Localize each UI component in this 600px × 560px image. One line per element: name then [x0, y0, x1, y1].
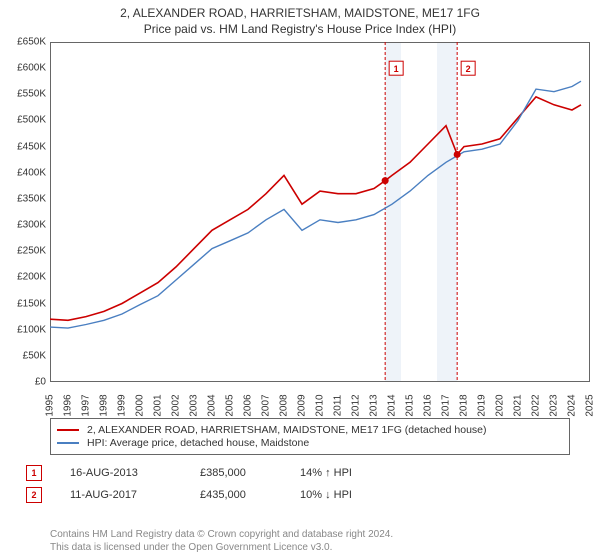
y-tick-label: £600K: [17, 63, 46, 74]
chart-titles: 2, ALEXANDER ROAD, HARRIETSHAM, MAIDSTON…: [0, 0, 600, 36]
x-tick-label: 2025: [585, 394, 596, 416]
legend: 2, ALEXANDER ROAD, HARRIETSHAM, MAIDSTON…: [50, 418, 570, 455]
x-tick-label: 2000: [135, 394, 146, 416]
y-tick-label: £300K: [17, 220, 46, 231]
y-tick-label: £650K: [17, 37, 46, 48]
x-tick-label: 2014: [387, 394, 398, 416]
x-tick-label: 2023: [549, 394, 560, 416]
x-tick-label: 2006: [243, 394, 254, 416]
y-tick-label: £0: [35, 377, 46, 388]
svg-text:2: 2: [466, 64, 471, 74]
event-price: £385,000: [200, 467, 300, 479]
y-tick-label: £100K: [17, 324, 46, 335]
svg-text:1: 1: [394, 64, 399, 74]
x-tick-label: 2012: [351, 394, 362, 416]
legend-item: HPI: Average price, detached house, Maid…: [57, 437, 563, 449]
event-date: 16-AUG-2013: [70, 467, 200, 479]
legend-label: 2, ALEXANDER ROAD, HARRIETSHAM, MAIDSTON…: [87, 424, 487, 436]
y-tick-label: £400K: [17, 167, 46, 178]
x-tick-label: 2016: [423, 394, 434, 416]
x-tick-label: 1996: [63, 394, 74, 416]
legend-swatch: [57, 442, 79, 444]
legend-label: HPI: Average price, detached house, Maid…: [87, 437, 309, 449]
y-tick-label: £150K: [17, 298, 46, 309]
x-tick-label: 2004: [207, 394, 218, 416]
x-tick-label: 2009: [297, 394, 308, 416]
x-tick-label: 2005: [225, 394, 236, 416]
x-tick-label: 2002: [171, 394, 182, 416]
plot-area: 12 £0£50K£100K£150K£200K£250K£300K£350K£…: [50, 42, 590, 382]
x-tick-label: 2017: [441, 394, 452, 416]
x-tick-label: 2024: [567, 394, 578, 416]
x-tick-label: 2010: [315, 394, 326, 416]
x-tick-label: 2008: [279, 394, 290, 416]
y-tick-label: £350K: [17, 193, 46, 204]
events-table: 1 16-AUG-2013 £385,000 14% ↑ HPI 2 11-AU…: [26, 460, 420, 508]
legend-swatch: [57, 429, 79, 431]
x-tick-label: 2020: [495, 394, 506, 416]
event-price: £435,000: [200, 489, 300, 501]
x-tick-label: 2018: [459, 394, 470, 416]
x-tick-label: 2003: [189, 394, 200, 416]
x-tick-label: 1998: [99, 394, 110, 416]
chart-title-line2: Price paid vs. HM Land Registry's House …: [0, 22, 600, 36]
x-tick-label: 2019: [477, 394, 488, 416]
chart-container: 2, ALEXANDER ROAD, HARRIETSHAM, MAIDSTON…: [0, 0, 600, 560]
x-tick-label: 2013: [369, 394, 380, 416]
x-tick-label: 2001: [153, 394, 164, 416]
x-tick-label: 2007: [261, 394, 272, 416]
footer-line1: Contains HM Land Registry data © Crown c…: [50, 529, 393, 542]
x-tick-label: 1999: [117, 394, 128, 416]
x-tick-label: 2015: [405, 394, 416, 416]
event-row: 2 11-AUG-2017 £435,000 10% ↓ HPI: [26, 486, 420, 504]
legend-item: 2, ALEXANDER ROAD, HARRIETSHAM, MAIDSTON…: [57, 424, 563, 436]
chart-svg: 12: [50, 42, 590, 382]
footer-line2: This data is licensed under the Open Gov…: [50, 542, 393, 555]
x-tick-label: 2021: [513, 394, 524, 416]
footer: Contains HM Land Registry data © Crown c…: [50, 529, 393, 554]
event-hpi: 10% ↓ HPI: [300, 489, 420, 501]
event-date: 11-AUG-2017: [70, 489, 200, 501]
y-tick-label: £550K: [17, 89, 46, 100]
x-tick-label: 1995: [45, 394, 56, 416]
y-tick-label: £250K: [17, 246, 46, 257]
y-tick-label: £50K: [23, 350, 46, 361]
event-hpi: 14% ↑ HPI: [300, 467, 420, 479]
x-tick-label: 2011: [333, 395, 344, 417]
event-marker-box: 2: [26, 487, 42, 503]
y-tick-label: £200K: [17, 272, 46, 283]
chart-title-line1: 2, ALEXANDER ROAD, HARRIETSHAM, MAIDSTON…: [0, 6, 600, 20]
x-tick-label: 1997: [81, 394, 92, 416]
event-marker-box: 1: [26, 465, 42, 481]
y-tick-label: £500K: [17, 115, 46, 126]
event-row: 1 16-AUG-2013 £385,000 14% ↑ HPI: [26, 464, 420, 482]
y-tick-label: £450K: [17, 141, 46, 152]
x-tick-label: 2022: [531, 394, 542, 416]
